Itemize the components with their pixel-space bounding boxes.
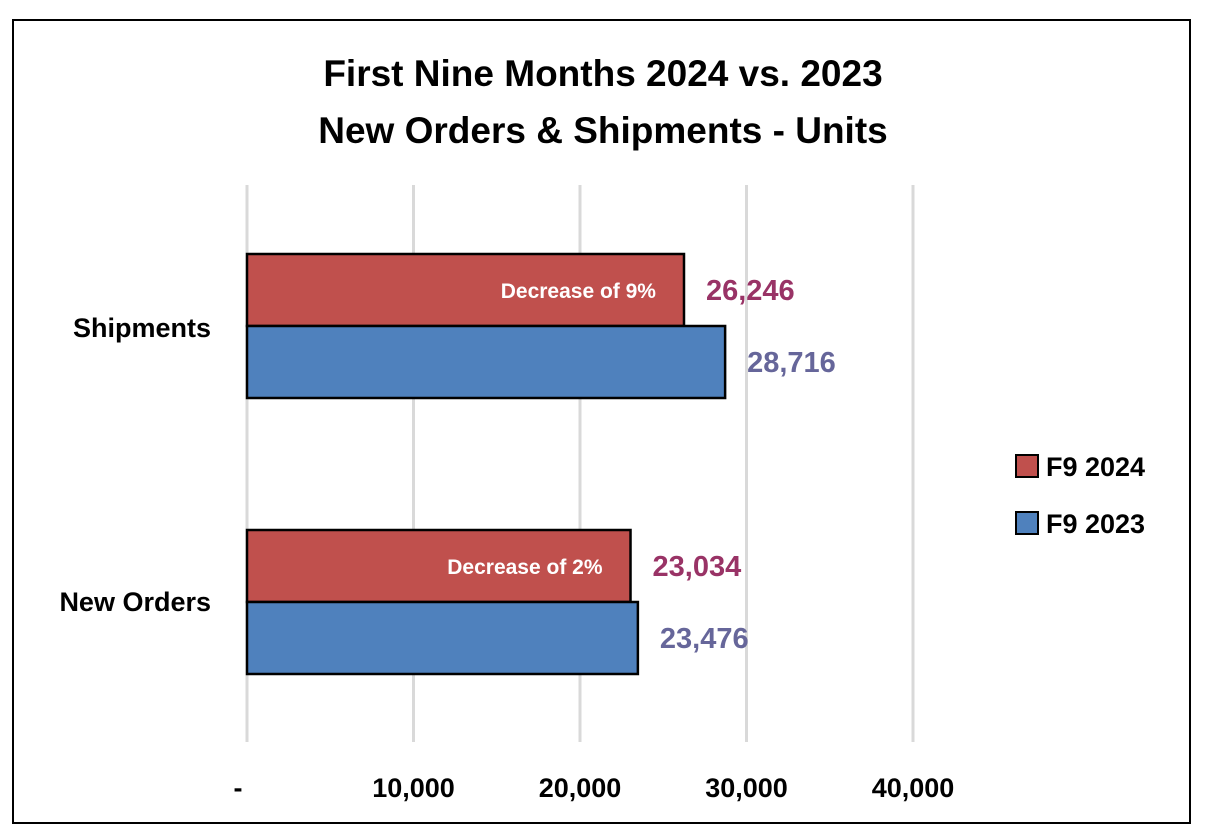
value-label: 28,716 [747,347,836,379]
category-label: New Orders [59,587,211,617]
bars [245,252,727,676]
value-label: 23,476 [660,623,749,655]
x-tick-label: - [234,773,243,803]
legend[interactable]: F9 2024 F9 2023 [1015,452,1145,539]
bar-shipments-f9-2023 [245,324,727,400]
x-tick-label: 10,000 [372,773,455,803]
annotation-label: Decrease of 2% [447,556,603,579]
chart-title-line-2: New Orders & Shipments - Units [318,110,888,151]
x-tick-labels: - 10,000 20,000 30,000 40,000 [234,773,955,803]
category-label: Shipments [73,313,211,343]
legend-swatch [1015,454,1039,478]
legend-label: F9 2023 [1046,509,1145,539]
chart-title: First Nine Months 2024 vs. 2023 New Orde… [318,53,888,151]
chart-frame [12,19,1191,824]
legend-item[interactable]: F9 2023 [1015,509,1145,539]
value-label: 23,034 [653,551,742,583]
bar-new-orders-f9-2024 [245,528,632,604]
bar-new-orders-f9-2023 [245,600,640,676]
x-tick-label: 20,000 [539,773,622,803]
x-tick-label: 40,000 [872,773,955,803]
chart-title-line-1: First Nine Months 2024 vs. 2023 [323,53,882,94]
category-labels: Shipments New Orders [59,313,211,617]
legend-label: F9 2024 [1046,452,1145,482]
x-tick-label: 30,000 [705,773,788,803]
legend-swatch [1015,511,1039,535]
annotation-label: Decrease of 9% [501,280,657,303]
data-labels: 26,246 Decrease of 9% 28,716 23,034 Decrease… [447,275,836,655]
value-label: 26,246 [706,275,795,307]
legend-item[interactable]: F9 2024 [1015,452,1145,482]
